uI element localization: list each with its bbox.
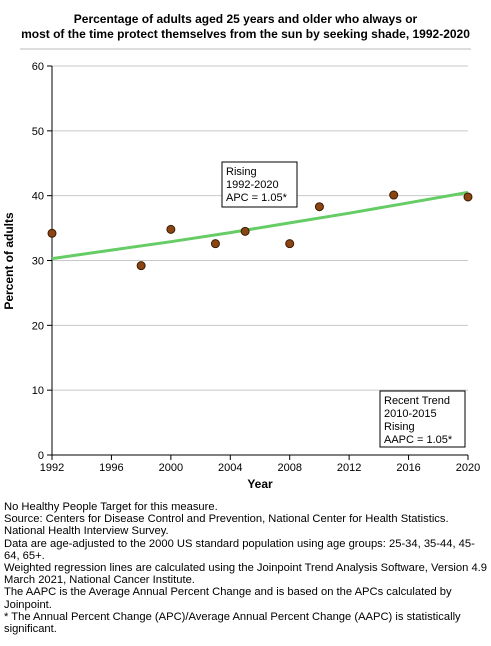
annotation-line: APC = 1.05*	[226, 192, 288, 204]
footnote: Source: Centers for Disease Control and …	[4, 513, 449, 538]
data-point	[47, 228, 57, 238]
annotation-line: Recent Trend	[384, 395, 450, 407]
x-tick-label: 2012	[337, 462, 361, 474]
annotation-recent-trend: Recent Trend 2010-2015 Rising AAPC = 1.0…	[379, 390, 466, 448]
chart-title-line-2: most of the time protect themselves from…	[21, 27, 470, 41]
x-axis-ticks: 1992 1996 2000 2004 2008 2012 2016 2020	[40, 455, 480, 474]
data-point	[136, 261, 146, 271]
x-tick-label: 2000	[159, 462, 183, 474]
data-point	[285, 239, 295, 249]
x-tick-label: 2004	[218, 462, 242, 474]
y-tick-label: 50	[32, 126, 44, 138]
x-tick-label: 1992	[40, 462, 64, 474]
annotation-line: Rising	[226, 166, 257, 178]
y-tick-label: 30	[32, 256, 44, 268]
data-point	[389, 190, 399, 200]
footnote: No Healthy People Target for this measur…	[4, 501, 218, 513]
annotation-line: AAPC = 1.05*	[384, 434, 453, 446]
y-axis-label: Percent of adults	[2, 212, 16, 310]
y-tick-label: 60	[32, 61, 44, 73]
data-point	[210, 239, 220, 249]
x-tick-label: 2008	[277, 462, 301, 474]
grid	[52, 65, 468, 391]
trend-line-group	[51, 190, 469, 261]
y-axis-ticks: 0 10 20 30 40 50 60	[32, 61, 52, 462]
footnote: Data are age-adjusted to the 2000 US sta…	[4, 537, 475, 562]
annotation-overall-trend: Rising 1992-2020 APC = 1.05*	[221, 161, 298, 208]
data-points	[47, 190, 473, 271]
chart-title: Percentage of adults aged 25 years and o…	[0, 12, 491, 42]
annotation-box	[221, 161, 298, 208]
x-tick-label: 2020	[456, 462, 480, 474]
x-tick-label: 2016	[396, 462, 420, 474]
annotation-line: 2010-2015	[384, 408, 437, 420]
data-point	[240, 226, 250, 236]
y-tick-label: 0	[38, 450, 44, 462]
x-axis-label: Year	[247, 477, 273, 491]
footnote: * The Annual Percent Change (APC)/Averag…	[4, 610, 461, 636]
y-tick-label: 10	[32, 385, 44, 397]
annotation-box	[379, 390, 466, 448]
footnote: The AAPC is the Average Annual Percent C…	[4, 586, 452, 611]
y-tick-label: 20	[32, 320, 44, 332]
data-point	[463, 192, 473, 202]
chart-title-line-1: Percentage of adults aged 25 years and o…	[73, 12, 418, 26]
x-tick-label: 1996	[99, 462, 123, 474]
annotation-line: 1992-2020	[226, 179, 279, 191]
trend-line	[51, 190, 469, 261]
chart: 1992 1996 2000 2004 2008 2012 2016 2020 0 10 20 30…	[2, 48, 480, 491]
data-point	[166, 224, 176, 234]
footnotes: No Healthy People Target for this measur…	[4, 501, 488, 635]
footnote: Weighted regression lines are calculated…	[4, 562, 487, 587]
y-tick-label: 40	[32, 191, 44, 203]
data-point	[314, 202, 324, 212]
annotation-line: Rising	[384, 421, 415, 433]
